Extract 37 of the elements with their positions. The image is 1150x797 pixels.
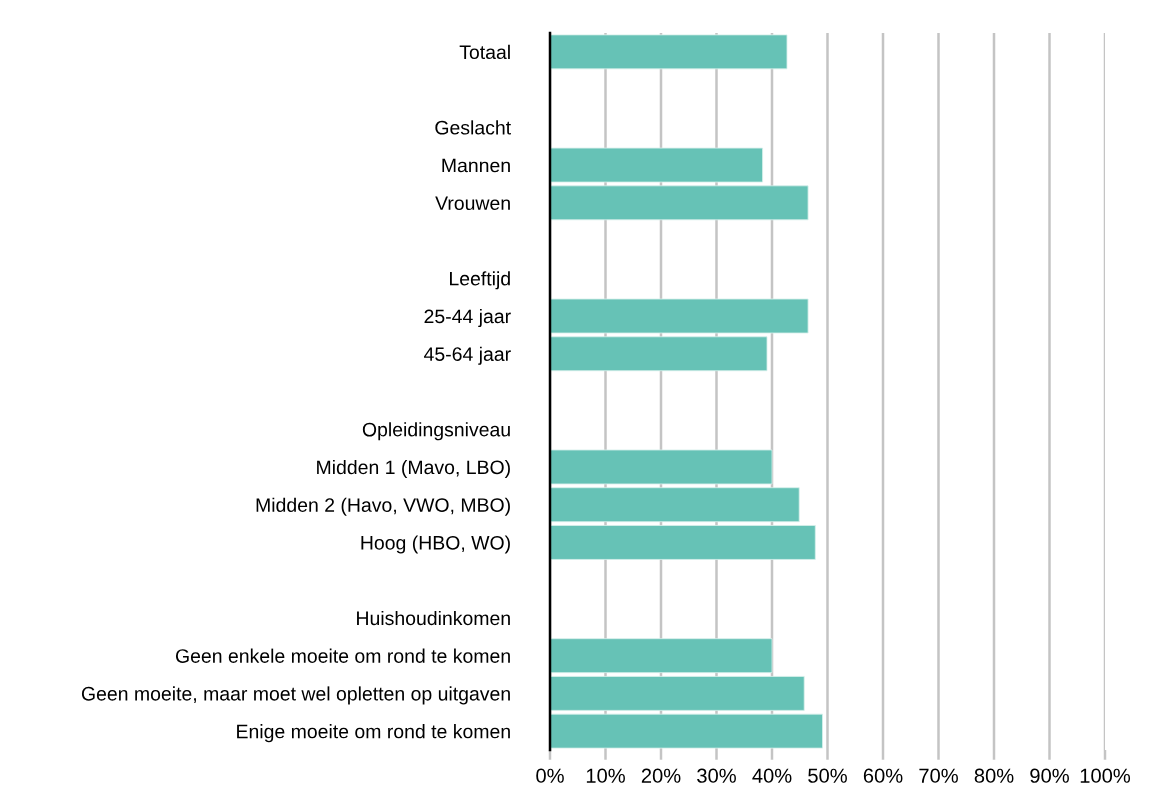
x-tick-label: 60% xyxy=(863,768,903,783)
y-tick-label: Geen moeite, maar moet wel opletten op uitgaven xyxy=(81,686,510,705)
bar xyxy=(550,298,809,334)
y-tick-label: Leeftijd xyxy=(450,271,510,290)
y-tick-label: 25-44 jaar xyxy=(424,308,511,328)
bar xyxy=(550,525,816,560)
bar xyxy=(550,185,809,221)
x-tick-label: 40% xyxy=(752,768,792,783)
y-tick-label: Geen enkele moeite om rond te komen xyxy=(175,648,510,663)
bar xyxy=(550,713,823,749)
x-tick-label: 20% xyxy=(641,768,681,783)
bar xyxy=(550,487,800,523)
x-tick-label: 10% xyxy=(586,768,625,783)
x-tick-label: 30% xyxy=(697,768,736,783)
bar xyxy=(550,449,773,485)
bar xyxy=(550,675,805,711)
x-tick-label: 0% xyxy=(536,768,564,783)
bar xyxy=(550,147,763,183)
y-tick-label: Midden 2 (Havo, VWO, MBO) xyxy=(256,497,510,516)
y-tick-label: Totaal xyxy=(459,44,510,60)
y-tick-label: Opleidingsniveau xyxy=(362,422,510,441)
x-tick-label: 90% xyxy=(1030,768,1069,783)
bar xyxy=(550,638,773,674)
bar xyxy=(550,34,788,70)
y-tick-label: Geslacht xyxy=(435,120,511,135)
y-tick-label: Huishoudinkomen xyxy=(357,610,510,626)
y-tick-label: 45-64 jaar xyxy=(424,346,511,365)
x-tick-label: 50% xyxy=(808,768,847,783)
x-tick-label: 80% xyxy=(974,768,1014,783)
y-tick-label: Mannen xyxy=(442,158,510,173)
y-tick-label: Enige moeite om rond te komen xyxy=(237,724,510,743)
y-tick-label: Vrouwen xyxy=(435,196,510,211)
y-tick-label: Midden 1 (Mavo, LBO) xyxy=(317,459,510,479)
x-tick-label: 70% xyxy=(919,768,958,783)
y-tick-label: Hoog (HBO, WO) xyxy=(361,535,510,554)
bar xyxy=(550,336,768,372)
x-tick-label: 100% xyxy=(1080,768,1131,783)
